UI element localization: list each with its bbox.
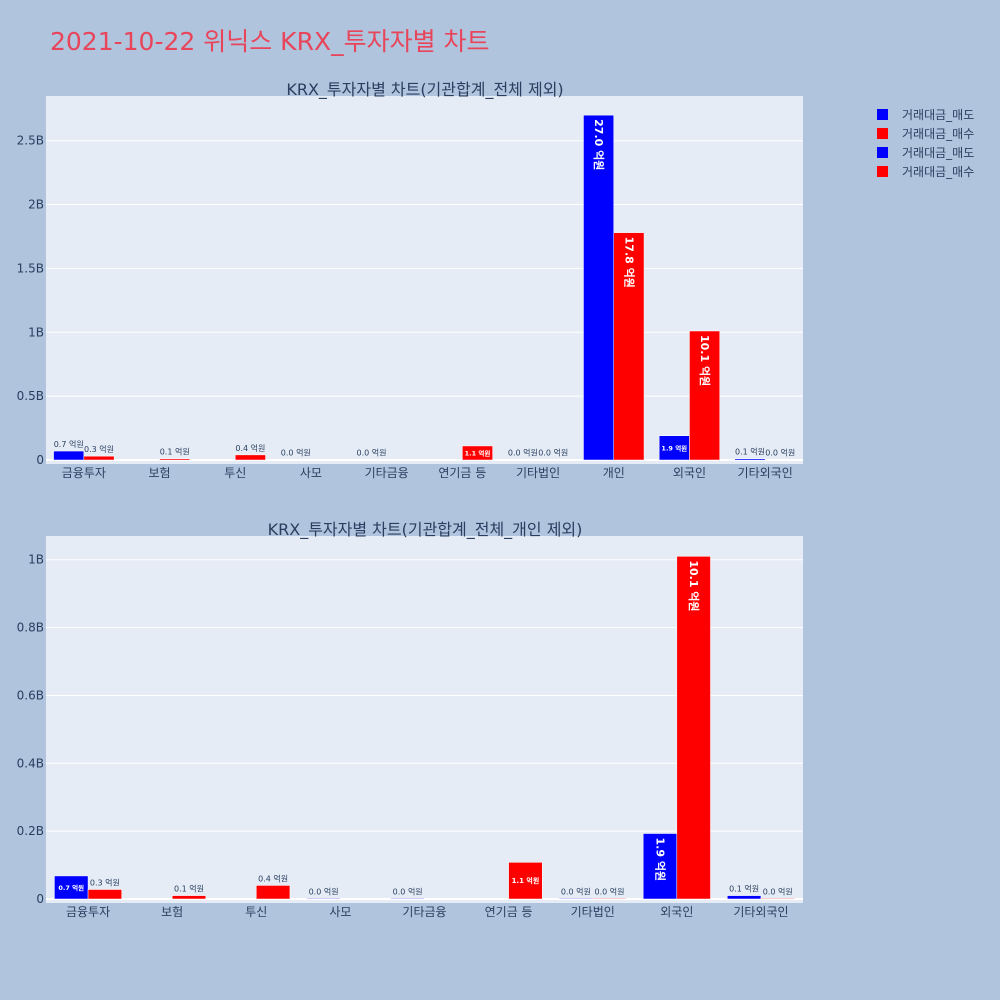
x-tick-label: 기타금융 (365, 466, 409, 480)
chart-title: KRX_투자자별 차트(기관합계_전체_개인 제외) (268, 520, 583, 540)
bar (676, 556, 711, 900)
x-tick-label: 투신 (245, 905, 267, 919)
bar (54, 875, 89, 900)
bar (256, 885, 291, 900)
bar (689, 330, 720, 461)
data-label: 0.0 억원 (357, 448, 387, 458)
y-tick-label: 0.6B (17, 688, 44, 702)
x-tick-label: 기타외국인 (738, 466, 793, 480)
bar (462, 445, 493, 461)
x-tick-label: 금융투자 (66, 905, 110, 919)
bar (306, 898, 341, 900)
y-tick-label: 1B (28, 553, 44, 567)
y-tick-label: 0 (36, 453, 44, 467)
y-tick-label: 1.5B (17, 261, 44, 275)
y-tick-label: 2B (28, 198, 44, 212)
data-label: 0.1 억원 (729, 884, 759, 894)
x-tick-label: 금융투자 (62, 466, 106, 480)
bar (87, 889, 122, 900)
x-tick-label: 투신 (224, 466, 246, 480)
bar (83, 455, 115, 461)
x-tick-label: 외국인 (660, 905, 693, 919)
x-tick-label: 사모 (329, 905, 351, 919)
bar (159, 458, 191, 461)
bar (390, 898, 425, 900)
legend-swatch[interactable] (877, 147, 888, 158)
legend-label[interactable]: 거래대금_매수 (902, 165, 974, 179)
bar (558, 898, 593, 900)
legend-swatch[interactable] (877, 128, 888, 139)
x-tick-label: 기타법인 (516, 466, 560, 480)
data-label: 10.1 억원 (698, 335, 712, 386)
y-tick-label: 0.2B (17, 824, 44, 838)
x-tick-label: 기타금융 (402, 905, 446, 919)
data-label: 0.3 억원 (84, 444, 114, 454)
y-tick-label: 0.8B (17, 621, 44, 635)
data-label: 0.7 억원 (58, 883, 84, 892)
plot-area (46, 96, 803, 464)
legend-label[interactable]: 거래대금_매수 (902, 127, 974, 141)
x-tick-label: 사모 (300, 466, 322, 480)
data-label: 0.0 억원 (561, 886, 591, 896)
x-tick-label: 보험 (161, 905, 183, 919)
y-tick-label: 1B (28, 325, 44, 339)
data-label: 0.1 억원 (160, 447, 190, 457)
x-tick-label: 보험 (149, 466, 171, 480)
y-tick-label: 0.5B (17, 389, 44, 403)
x-tick-label: 연기금 등 (485, 905, 533, 919)
bar (727, 895, 762, 900)
data-label: 1.9 억원 (661, 443, 687, 452)
data-label: 17.8 억원 (622, 237, 636, 288)
data-label: 0.0 억원 (281, 448, 311, 458)
legend-swatch[interactable] (877, 109, 888, 120)
y-tick-label: 0.4B (17, 756, 44, 770)
bar (583, 114, 614, 461)
bar (642, 833, 678, 900)
x-tick-label: 연기금 등 (438, 466, 486, 480)
bar (235, 454, 266, 461)
data-label: 0.4 억원 (258, 873, 288, 883)
bar (592, 898, 627, 900)
y-tick-label: 0 (36, 892, 44, 906)
data-label: 1.9 억원 (654, 838, 668, 882)
x-tick-label: 기타외국인 (733, 905, 788, 919)
data-label: 1.1 억원 (465, 448, 491, 457)
data-label: 0.3 억원 (90, 878, 120, 888)
data-label: 0.0 억원 (595, 886, 625, 896)
page-title: 2021-10-22 위닉스 KRX_투자자별 차트 (50, 27, 490, 56)
legend-label[interactable]: 거래대금_매도 (902, 146, 974, 160)
data-label: 27.0 억원 (592, 119, 606, 170)
data-label: 0.0 억원 (763, 886, 793, 896)
bar (734, 458, 766, 461)
data-label: 1.1 억원 (512, 876, 540, 885)
legend-swatch[interactable] (877, 166, 888, 177)
bar (613, 232, 645, 461)
data-label: 0.0 억원 (309, 886, 339, 896)
data-label: 0.7 억원 (54, 439, 84, 449)
x-tick-label: 외국인 (673, 466, 706, 480)
y-tick-label: 2.5B (17, 134, 44, 148)
data-label: 0.0 억원 (508, 448, 538, 458)
legend-label[interactable]: 거래대금_매도 (902, 108, 974, 122)
bar (508, 862, 543, 900)
bar (658, 435, 690, 461)
data-label: 10.1 억원 (687, 560, 701, 611)
data-label: 0.1 억원 (174, 884, 204, 894)
x-tick-label: 개인 (603, 466, 625, 480)
data-label: 0.1 억원 (735, 447, 765, 457)
data-label: 0.4 억원 (235, 443, 265, 453)
x-tick-label: 기타법인 (571, 905, 615, 919)
data-label: 0.0 억원 (765, 448, 795, 458)
chart-title: KRX_투자자별 차트(기관합계_전체 제외) (286, 80, 563, 100)
bar (760, 898, 795, 900)
bar (53, 450, 85, 461)
data-label: 0.0 억원 (393, 886, 423, 896)
data-label: 0.0 억원 (538, 448, 568, 458)
bar (171, 895, 207, 900)
